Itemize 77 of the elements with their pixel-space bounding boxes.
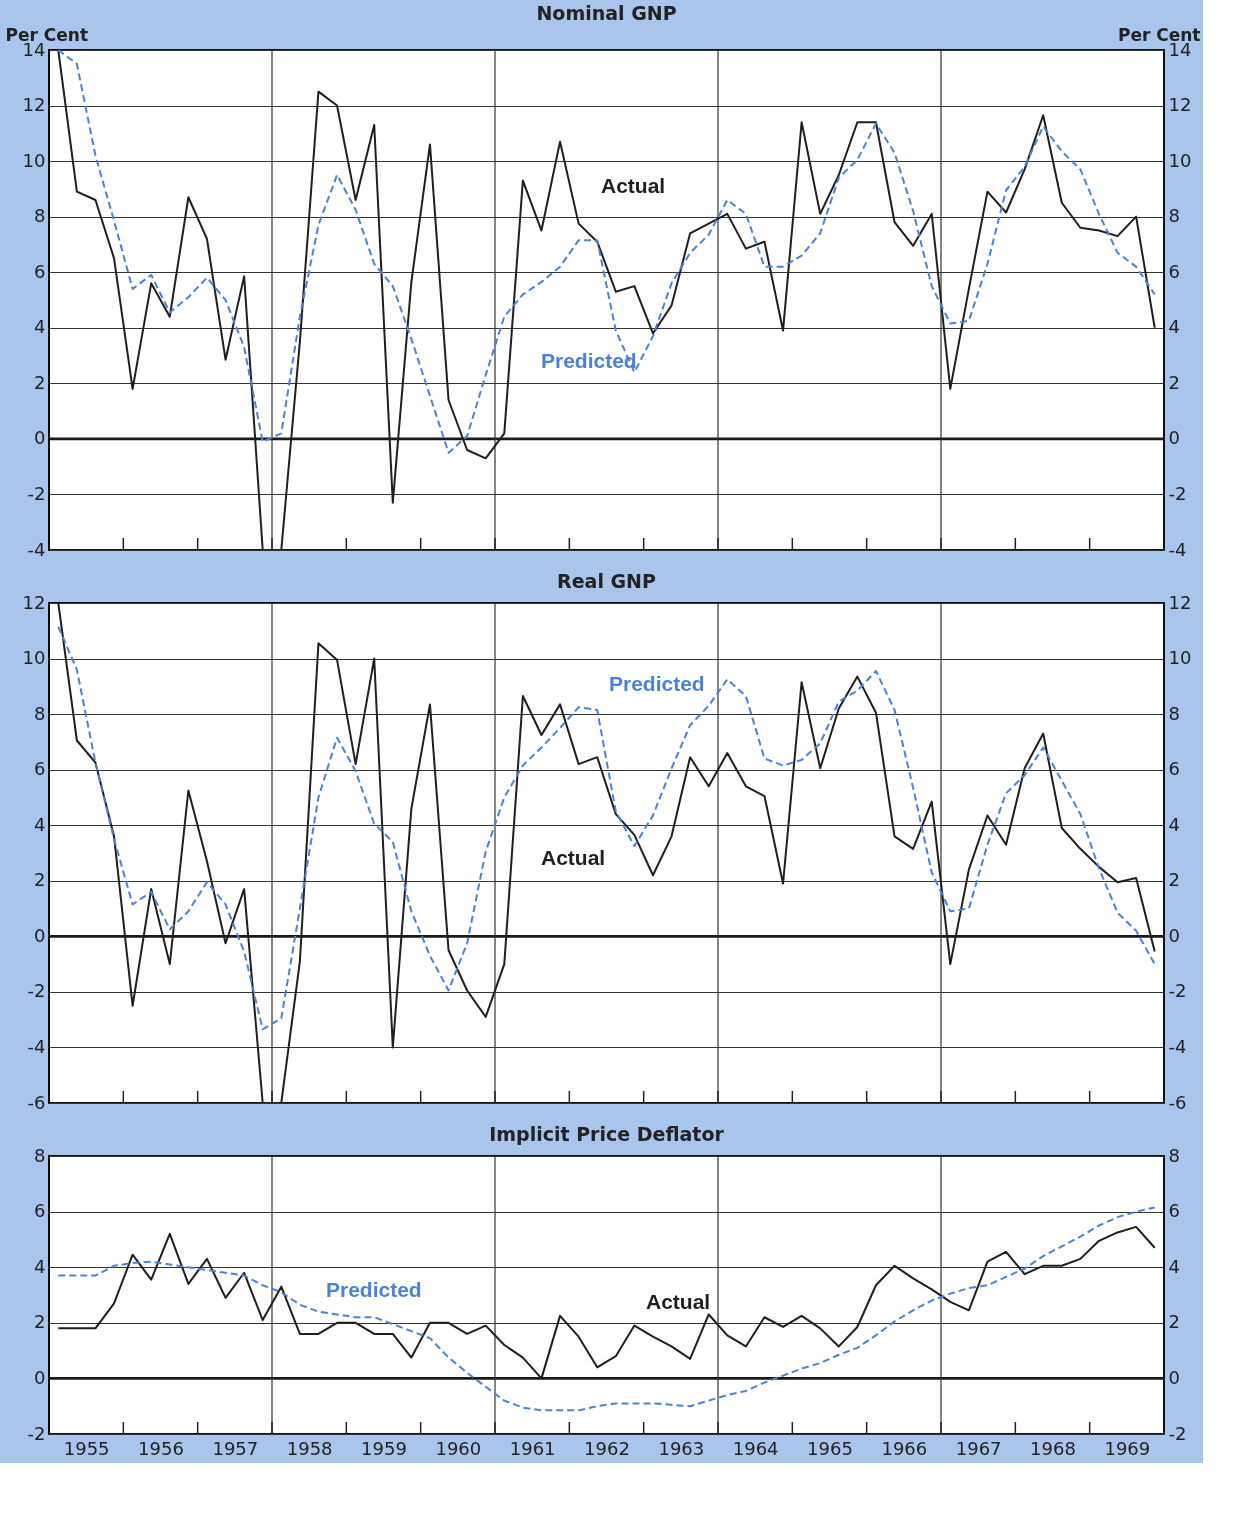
y-tick-label: 6 (34, 260, 46, 282)
y-tick-label: 6 (34, 758, 46, 780)
x-tick-label: 1958 (286, 1437, 333, 1459)
y2-tick-label: 8 (1168, 1144, 1180, 1166)
y2-tick-label: 4 (1168, 316, 1180, 338)
y2-tick-label: 12 (1168, 591, 1192, 613)
y-tick-label: 2 (34, 371, 46, 393)
y-tick-label: 2 (34, 1311, 46, 1333)
x-tick-label: 1962 (584, 1437, 630, 1459)
y-tick-label: 4 (34, 1255, 46, 1277)
x-tick-label: 1964 (732, 1437, 779, 1459)
y-tick-label: -4 (27, 538, 46, 560)
series-label: Predicted (541, 349, 637, 372)
y-tick-label: -4 (27, 1035, 46, 1057)
y2-tick-label: 10 (1168, 647, 1192, 669)
series-label: Actual (601, 174, 666, 197)
y2-tick-label: 2 (1168, 371, 1180, 393)
series-label: Actual (646, 1290, 711, 1313)
y-tick-label: 4 (34, 316, 46, 338)
x-tick-label: 1969 (1104, 1437, 1151, 1459)
x-tick-label: 1960 (435, 1437, 482, 1459)
x-tick-label: 1955 (63, 1437, 110, 1459)
y2-tick-label: 2 (1168, 869, 1180, 891)
y-tick-label: 10 (22, 647, 46, 669)
x-tick-label: 1957 (212, 1437, 259, 1459)
y2-tick-label: -2 (1168, 482, 1187, 504)
y-tick-label: 2 (34, 869, 46, 891)
y-tick-label: 0 (34, 427, 46, 449)
y-tick-label: -2 (27, 1422, 46, 1444)
y2-tick-label: 10 (1168, 149, 1192, 171)
y2-tick-label: 6 (1168, 260, 1180, 282)
y-tick-label: 12 (22, 591, 46, 613)
y-tick-label: 0 (34, 924, 46, 946)
y-tick-label: 4 (34, 813, 46, 835)
x-tick-label: 1968 (1030, 1437, 1076, 1459)
x-tick-label: 1959 (361, 1437, 407, 1459)
x-tick-label: 1967 (955, 1437, 1002, 1459)
x-tick-label: 1963 (658, 1437, 705, 1459)
y-tick-label: 12 (22, 94, 46, 116)
y-tick-label: -6 (27, 1091, 46, 1113)
series-label: Predicted (326, 1278, 422, 1301)
y2-tick-label: -4 (1168, 538, 1187, 560)
line-series (57, 50, 1156, 454)
y2-tick-label: 6 (1168, 1200, 1180, 1222)
y-tick-label: -2 (27, 980, 46, 1002)
y-tick-label: -2 (27, 482, 46, 504)
y2-tick-label: -6 (1168, 1091, 1187, 1113)
y2-tick-label: 0 (1168, 427, 1180, 449)
y2-tick-label: -2 (1168, 980, 1187, 1002)
y2-tick-label: -2 (1168, 1422, 1187, 1444)
y-tick-label: 8 (34, 1144, 46, 1166)
y-tick-label: 8 (34, 702, 46, 724)
y2-tick-label: 8 (1168, 205, 1180, 227)
x-tick-label: 1965 (807, 1437, 853, 1459)
series-label: Actual (541, 846, 606, 869)
chart-title: Nominal GNP (536, 2, 677, 24)
y-tick-label: 0 (34, 1366, 46, 1388)
series-label: Predicted (609, 672, 705, 695)
y2-tick-label: 0 (1168, 1366, 1180, 1388)
y2-tick-label: 12 (1168, 94, 1192, 116)
y2-tick-label: 4 (1168, 813, 1180, 835)
y2-tick-label: 4 (1168, 1255, 1180, 1277)
line-series (57, 625, 1156, 1031)
y2-tick-label: -4 (1168, 1035, 1187, 1057)
y-tick-label: 8 (34, 205, 46, 227)
chart-title: Real GNP (557, 570, 657, 592)
y2-tick-label: 8 (1168, 702, 1180, 724)
y2-tick-label: 0 (1168, 924, 1180, 946)
x-tick-label: 1961 (509, 1437, 556, 1459)
y2-tick-label: 6 (1168, 758, 1180, 780)
chart-title: Implicit Price Deflator (489, 1123, 725, 1145)
y-tick-label: 6 (34, 1200, 46, 1222)
y2-tick-label: 2 (1168, 1311, 1180, 1333)
y-tick-label: 10 (22, 149, 46, 171)
x-tick-label: 1966 (881, 1437, 928, 1459)
line-series (57, 1206, 1156, 1412)
x-tick-label: 1956 (138, 1437, 184, 1459)
